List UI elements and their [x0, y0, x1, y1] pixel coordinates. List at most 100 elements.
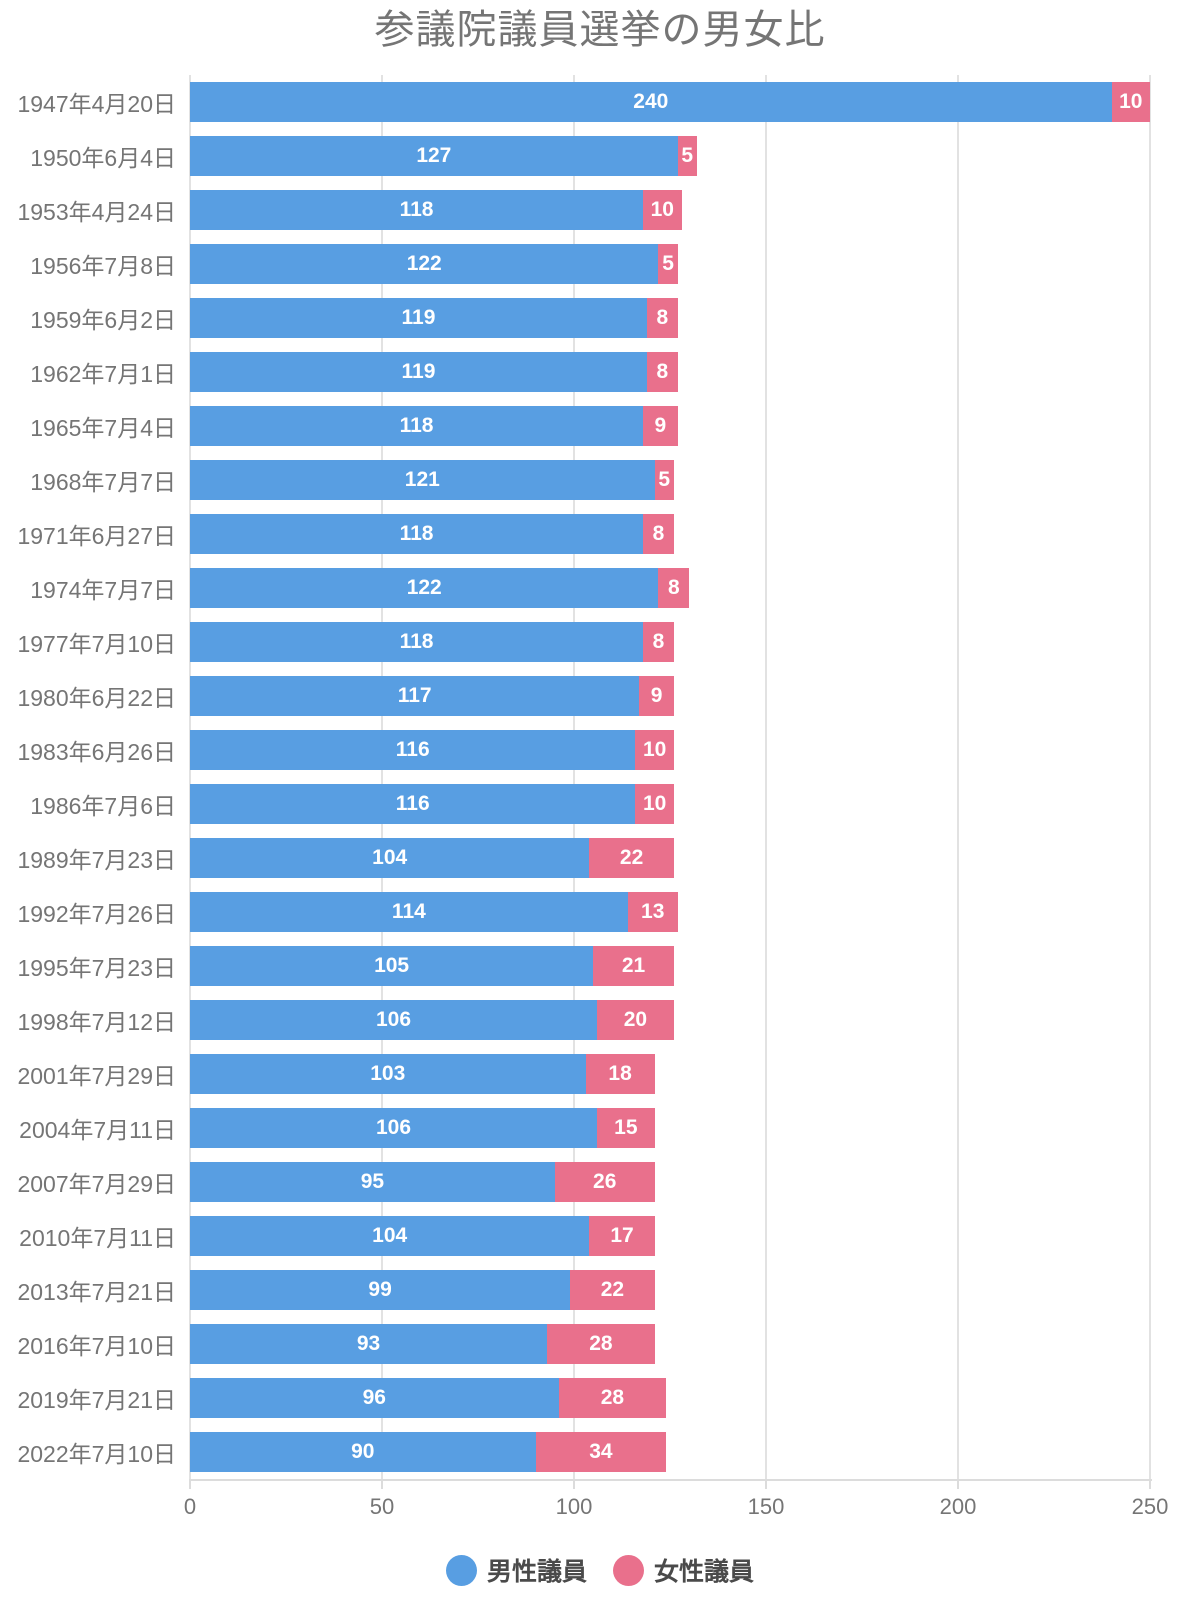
category-label: 1968年7月7日: [30, 469, 176, 495]
bar-segment-female[interactable]: 22: [570, 1270, 655, 1310]
bar-segment-male[interactable]: 114: [190, 892, 628, 932]
bar-track: 90 34: [190, 1432, 1150, 1472]
bar-segment-male[interactable]: 106: [190, 1000, 598, 1040]
bar-segment-male[interactable]: 99: [190, 1270, 571, 1310]
bar-value-label: 22: [619, 846, 644, 869]
bar-segment-female[interactable]: 13: [627, 892, 678, 932]
bar-segment-female[interactable]: 28: [558, 1378, 667, 1418]
bar-track: 119 8: [190, 352, 1150, 392]
legend: 男性議員 女性議員: [0, 1548, 1200, 1592]
bar-segment-male[interactable]: 122: [190, 568, 659, 608]
bar-track: 103 18: [190, 1054, 1150, 1094]
bar-segment-male[interactable]: 240: [190, 82, 1112, 122]
bar-segment-female[interactable]: 15: [597, 1108, 655, 1148]
legend-marker-circle-icon: [445, 1554, 477, 1586]
bar-segment-male[interactable]: 118: [190, 514, 644, 554]
bar-segment-male[interactable]: 95: [190, 1162, 555, 1202]
chart-row: 1995年7月23日 105 21: [0, 939, 1200, 993]
legend-item-female[interactable]: 女性議員: [613, 1552, 754, 1588]
bar-value-label: 15: [614, 1116, 638, 1139]
bar-segment-female[interactable]: 8: [643, 514, 674, 554]
bar-segment-female[interactable]: 8: [646, 352, 678, 392]
bar-segment-male[interactable]: 106: [190, 1108, 598, 1148]
bar-segment-male[interactable]: 119: [190, 298, 647, 338]
bar-segment-female[interactable]: 10: [635, 730, 674, 770]
bar-segment-female[interactable]: 26: [554, 1162, 655, 1202]
bar-segment-female[interactable]: 9: [639, 676, 674, 716]
category-label: 1998年7月12日: [17, 1009, 176, 1035]
bar-value-label: 93: [356, 1332, 381, 1355]
bar-segment-female[interactable]: 10: [643, 190, 682, 230]
bar-segment-female[interactable]: 5: [658, 244, 678, 284]
category-label: 1950年6月4日: [30, 145, 176, 171]
bar-value-label: 104: [372, 1224, 408, 1247]
bar-value-label: 9: [654, 414, 667, 437]
bar-segment-male[interactable]: 90: [190, 1432, 536, 1472]
bar-segment-male[interactable]: 121: [190, 460, 655, 500]
bar-segment-female[interactable]: 21: [593, 946, 674, 986]
chart-row: 2007年7月29日 95 26: [0, 1155, 1200, 1209]
bar-value-label: 118: [399, 630, 434, 653]
bar-segment-male[interactable]: 104: [190, 1216, 590, 1256]
chart-row: 2010年7月11日 104 17: [0, 1209, 1200, 1263]
bar-segment-male[interactable]: 96: [190, 1378, 559, 1418]
bar-segment-male[interactable]: 93: [190, 1324, 548, 1364]
bar-segment-female[interactable]: 28: [547, 1324, 655, 1364]
bar-segment-female[interactable]: 10: [1111, 82, 1150, 122]
axis-tick: [381, 1479, 383, 1489]
bar-value-label: 106: [375, 1008, 412, 1031]
bar-segment-male[interactable]: 117: [190, 676, 640, 716]
bar-track: 106 20: [190, 1000, 1150, 1040]
bar-segment-female[interactable]: 22: [589, 838, 674, 878]
bar-segment-male[interactable]: 118: [190, 406, 644, 446]
bar-segment-female[interactable]: 34: [535, 1432, 667, 1472]
bar-segment-female[interactable]: 9: [643, 406, 678, 446]
bar-segment-female[interactable]: 8: [643, 622, 674, 662]
category-label: 2013年7月21日: [17, 1279, 176, 1305]
legend-item-male[interactable]: 男性議員: [445, 1552, 587, 1588]
bar-segment-female[interactable]: 5: [654, 460, 674, 500]
bar-track: 105 21: [190, 946, 1150, 986]
bar-segment-female[interactable]: 8: [646, 298, 678, 338]
bar-track: 122 8: [190, 568, 1150, 608]
bar-segment-female[interactable]: 10: [635, 784, 674, 824]
bar-segment-male[interactable]: 103: [190, 1054, 586, 1094]
bar-value-label: 119: [401, 306, 436, 329]
bar-value-label: 117: [397, 684, 432, 707]
bar-track: 118 8: [190, 622, 1150, 662]
bar-segment-male[interactable]: 118: [190, 622, 644, 662]
bar-value-label: 10: [1119, 90, 1143, 113]
legend-marker-circle-icon: [613, 1554, 644, 1586]
x-axis-ticks: [189, 1479, 1151, 1489]
bar-value-label: 28: [589, 1332, 613, 1355]
bar-segment-male[interactable]: 127: [190, 136, 678, 176]
bar-value-label: 104: [372, 846, 408, 869]
category-label: 1962年7月1日: [30, 361, 176, 387]
category-label: 2022年7月10日: [17, 1441, 176, 1467]
bar-value-label: 13: [641, 900, 665, 923]
bar-segment-female[interactable]: 8: [658, 568, 690, 608]
bar-segment-male[interactable]: 118: [190, 190, 644, 230]
chart-row: 2019年7月21日 96 28: [0, 1371, 1200, 1425]
category-label: 1977年7月10日: [17, 631, 176, 657]
bar-track: 116 10: [190, 730, 1150, 770]
bar-segment-female[interactable]: 20: [597, 1000, 674, 1040]
bar-value-label: 5: [658, 468, 671, 491]
bar-segment-male[interactable]: 122: [190, 244, 659, 284]
chart-row: 2016年7月10日 93 28: [0, 1317, 1200, 1371]
bar-segment-male[interactable]: 116: [190, 784, 636, 824]
bar-segment-male[interactable]: 104: [190, 838, 590, 878]
bar-track: 114 13: [190, 892, 1150, 932]
gridline: [765, 75, 767, 1479]
bar-segment-female[interactable]: 5: [677, 136, 697, 176]
bar-segment-female[interactable]: 18: [585, 1054, 655, 1094]
bar-segment-male[interactable]: 116: [190, 730, 636, 770]
bar-value-label: 10: [650, 198, 674, 221]
bar-segment-female[interactable]: 17: [589, 1216, 655, 1256]
bar-segment-male[interactable]: 119: [190, 352, 647, 392]
bar-value-label: 5: [662, 252, 674, 275]
bar-segment-male[interactable]: 105: [190, 946, 594, 986]
chart-row: 1965年7月4日 118 9: [0, 399, 1200, 453]
chart-row: 1998年7月12日 106 20: [0, 993, 1200, 1047]
bar-value-label: 8: [652, 522, 665, 545]
